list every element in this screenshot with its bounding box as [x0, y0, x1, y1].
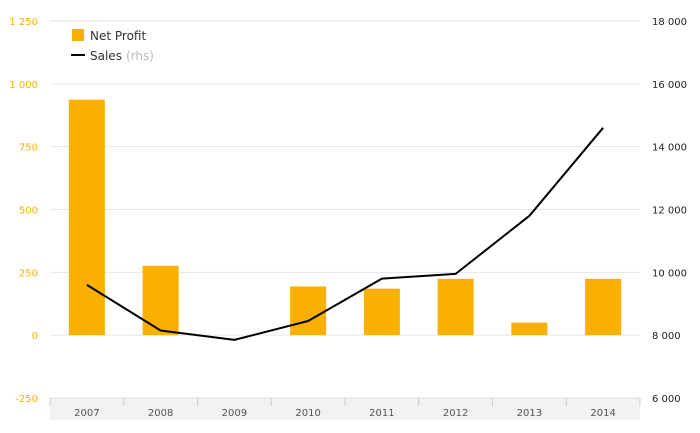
bar-2008	[142, 265, 179, 336]
left-tick-label-5: 1 000	[9, 80, 38, 91]
x-tick-label-2013: 2013	[517, 408, 542, 419]
legend-label-sales: Sales (rhs)	[90, 49, 154, 63]
left-tick-label-6: 1 250	[9, 17, 38, 28]
legend: Net Profit Sales (rhs)	[71, 29, 154, 63]
bar-2011	[363, 288, 400, 336]
left-tick-label-3: 500	[19, 206, 38, 217]
grid-lines	[50, 20, 640, 336]
x-tick-label-2014: 2014	[590, 408, 615, 419]
right-tick-label-2: 10 000	[652, 268, 687, 279]
right-axis: 6 000 8 000 10 000 12 000 14 000 16 000 18 000	[652, 17, 687, 405]
legend-sales-suffix: (rhs)	[126, 49, 154, 63]
right-tick-label-0: 6 000	[652, 394, 681, 405]
left-axis: -250 0 250 500 750 1 000 1 250	[9, 17, 38, 405]
bar-2007	[68, 99, 105, 336]
left-tick-label-4: 750	[19, 143, 38, 154]
net-profit-bars	[68, 99, 622, 336]
left-tick-label-0: -250	[15, 394, 38, 405]
legend-label-net-profit: Net Profit	[90, 29, 146, 43]
right-tick-label-3: 12 000	[652, 206, 687, 217]
bar-2014	[585, 278, 622, 336]
x-axis: 2007 2008 2009 2010 2011 2012 2013 2014	[49, 397, 641, 419]
legend-swatch-net-profit	[72, 29, 84, 41]
right-tick-label-6: 18 000	[652, 17, 687, 28]
right-tick-label-4: 14 000	[652, 143, 687, 154]
bar-2013	[511, 322, 548, 336]
x-tick-label-2011: 2011	[369, 408, 394, 419]
x-tick-label-2012: 2012	[443, 408, 468, 419]
right-tick-label-1: 8 000	[652, 331, 681, 342]
left-tick-label-2: 250	[19, 268, 38, 279]
left-tick-label-1: 0	[32, 331, 38, 342]
right-tick-label-5: 16 000	[652, 80, 687, 91]
x-tick-label-2009: 2009	[222, 408, 247, 419]
legend-sales-name: Sales	[90, 49, 122, 63]
x-tick-label-2007: 2007	[74, 408, 99, 419]
x-tick-label-2010: 2010	[295, 408, 320, 419]
sales-line	[86, 127, 604, 341]
x-tick-label-2008: 2008	[148, 408, 173, 419]
bar-2010	[290, 286, 327, 336]
bar-2012	[437, 278, 474, 336]
